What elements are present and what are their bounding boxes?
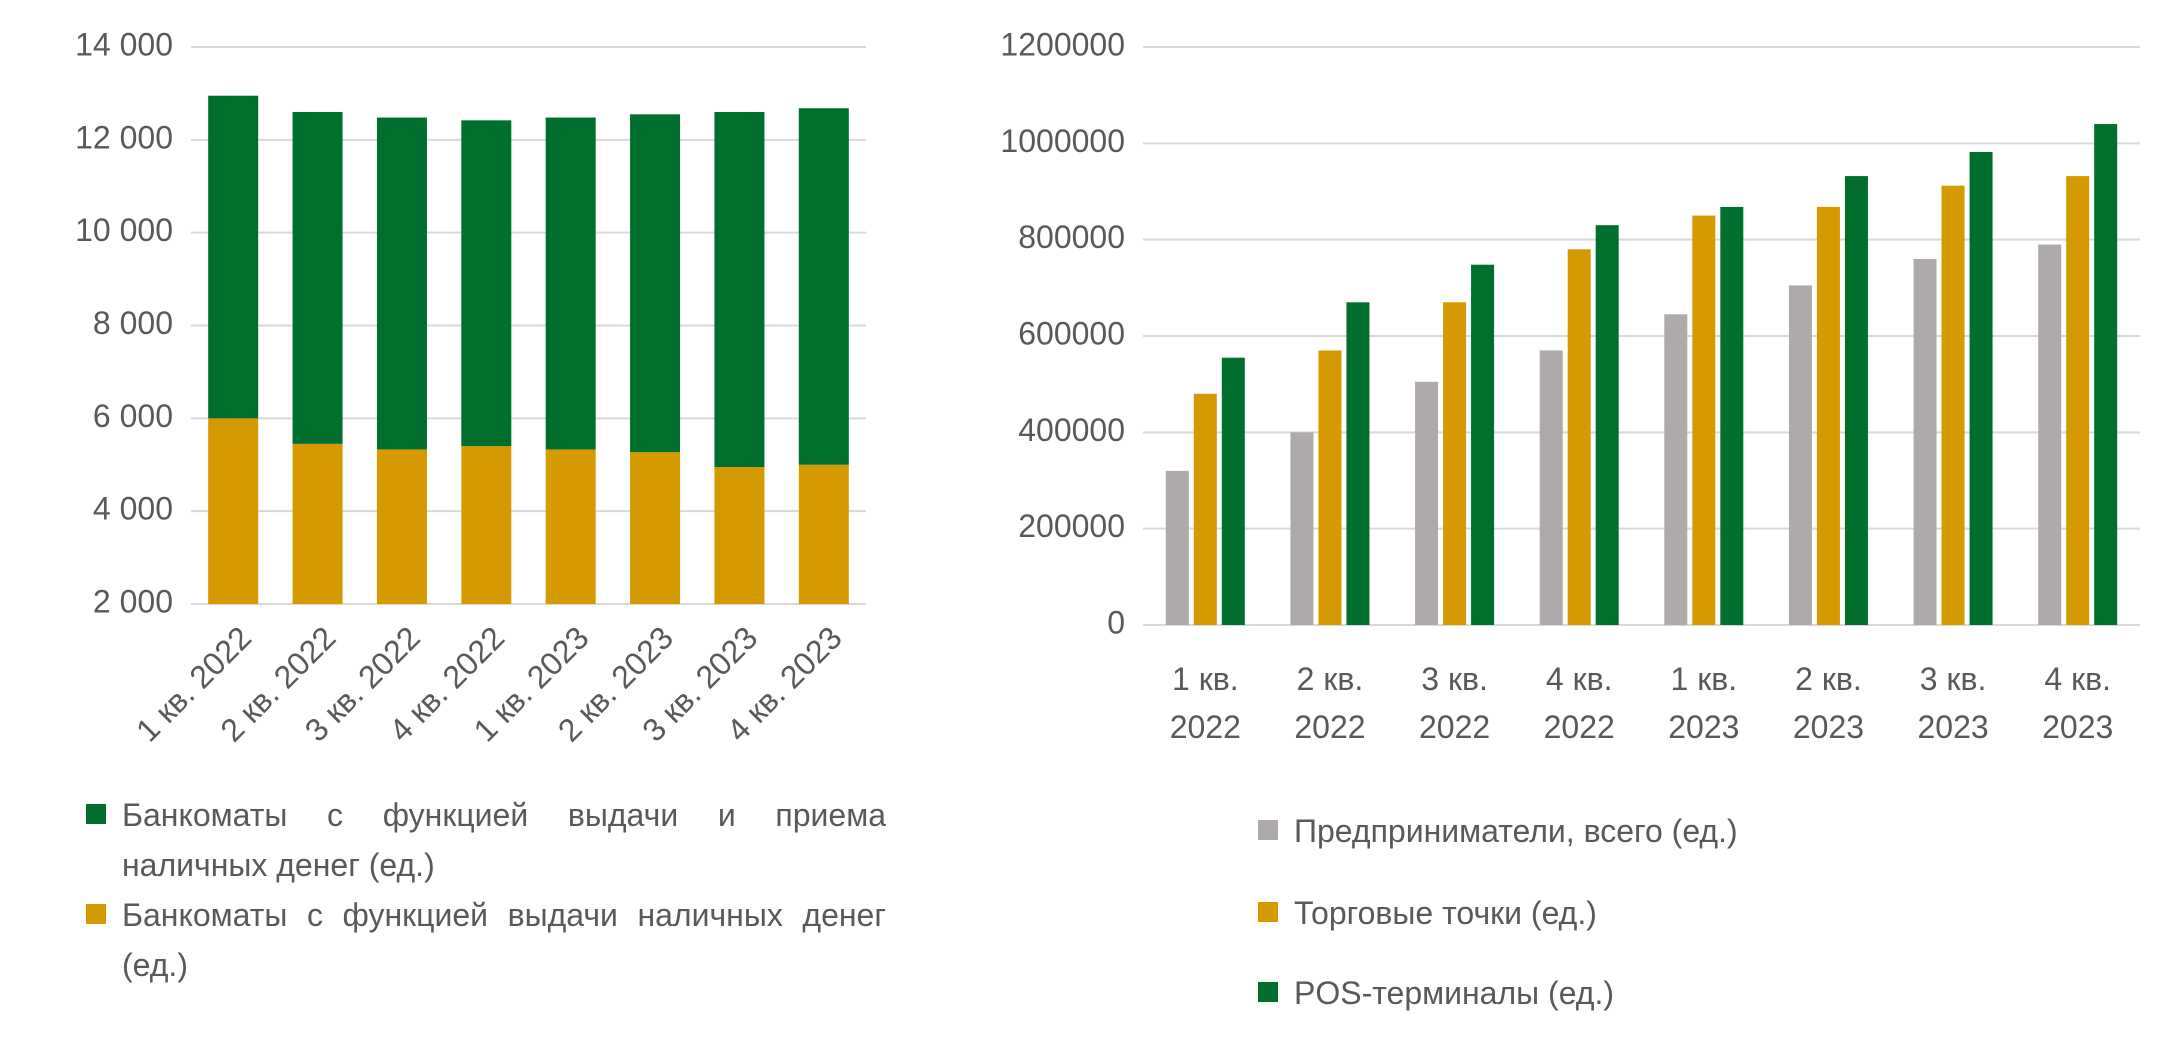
legend-label: POS-терминалы (ед.) xyxy=(1294,975,1614,1011)
legend-label: Торговые точки (ед.) xyxy=(1294,895,1597,931)
bar-segment xyxy=(714,467,765,604)
bar xyxy=(1165,470,1189,625)
bar xyxy=(1816,206,1840,625)
legend-label: Предприниматели, всего (ед.) xyxy=(1294,813,1738,849)
bar xyxy=(1969,152,1993,625)
bar xyxy=(1221,357,1245,625)
bar-segment xyxy=(798,464,849,604)
bar xyxy=(1193,393,1217,625)
x-tick-label: 1 кв. 2022 xyxy=(1169,661,1241,745)
bar xyxy=(1788,285,1812,625)
bar-segment xyxy=(208,95,259,419)
bar xyxy=(1692,215,1716,626)
bar-segment xyxy=(208,418,259,604)
bar xyxy=(1913,258,1937,625)
bar xyxy=(1567,249,1591,626)
bar xyxy=(1844,176,1868,625)
y-tick-label: 14 000 xyxy=(75,26,173,62)
bar-segment xyxy=(545,449,596,604)
bar-segment xyxy=(630,452,681,604)
legend-label: Банкоматы с функцией выдачи наличных ден… xyxy=(122,897,886,983)
legend-label: Банкоматы с функцией выдачи и приема нал… xyxy=(122,797,886,883)
bar xyxy=(2066,176,2090,625)
legend-item: Предприниматели, всего (ед.) xyxy=(1258,806,1958,856)
legend-item: Торговые точки (ед.) xyxy=(1258,888,1958,938)
bar xyxy=(1290,432,1314,625)
bar xyxy=(1941,185,1965,625)
y-tick-label: 800000 xyxy=(1018,219,1125,255)
y-tick-label: 8 000 xyxy=(93,305,173,341)
x-tick-label: 2 кв. 2022 xyxy=(1294,661,1366,745)
legend-item: Банкоматы с функцией выдачи наличных ден… xyxy=(86,890,886,990)
bar xyxy=(2094,124,2118,626)
bar-segment xyxy=(714,111,765,468)
y-tick-label: 1000000 xyxy=(1000,123,1125,159)
bar-segment xyxy=(292,443,343,604)
y-tick-label: 4 000 xyxy=(93,491,173,527)
legend-swatch xyxy=(1258,820,1278,840)
x-tick-label: 1 кв. 2023 xyxy=(1668,661,1740,745)
bar-segment xyxy=(630,114,681,453)
y-tick-label: 6 000 xyxy=(93,398,173,434)
x-tick-label: 4 кв. 2022 xyxy=(1543,661,1615,745)
y-tick-label: 1200000 xyxy=(1000,26,1125,62)
legend-item: Банкоматы с функцией выдачи и приема нал… xyxy=(86,790,886,890)
legend-swatch xyxy=(86,904,106,924)
y-tick-label: 600000 xyxy=(1018,315,1125,351)
legend-swatch xyxy=(86,804,106,824)
legend-swatch xyxy=(1258,982,1278,1002)
bar-segment xyxy=(292,111,343,444)
bar-segment xyxy=(376,449,427,604)
y-tick-label: 10 000 xyxy=(75,212,173,248)
bar xyxy=(1595,225,1619,625)
bar xyxy=(1443,302,1467,625)
y-tick-label: 0 xyxy=(1107,604,1125,640)
bar xyxy=(1539,350,1563,625)
bar xyxy=(1471,264,1495,625)
x-tick-label: 4 кв. 2023 xyxy=(2042,661,2114,745)
bar xyxy=(1346,302,1370,625)
y-tick-label: 12 000 xyxy=(75,119,173,155)
bar-segment xyxy=(461,446,512,604)
x-tick-label: 3 кв. 2022 xyxy=(1418,661,1491,745)
x-tick-label: 3 кв. 2023 xyxy=(1917,661,1989,745)
bar-segment xyxy=(545,117,596,450)
bar xyxy=(1318,350,1342,625)
bar xyxy=(1664,314,1688,625)
bar-segment xyxy=(798,108,849,465)
legend-item: POS-терминалы (ед.) xyxy=(1258,968,1958,1018)
bar-segment xyxy=(376,117,427,450)
bar xyxy=(1415,381,1439,625)
y-tick-label: 400000 xyxy=(1018,412,1125,448)
bar xyxy=(1720,206,1744,625)
bar xyxy=(2038,244,2062,625)
x-tick-label: 2 кв. 2023 xyxy=(1792,661,1865,745)
legend-swatch xyxy=(1258,902,1278,922)
y-tick-label: 200000 xyxy=(1018,508,1125,544)
y-tick-label: 2 000 xyxy=(93,583,173,619)
bar-segment xyxy=(461,120,512,447)
